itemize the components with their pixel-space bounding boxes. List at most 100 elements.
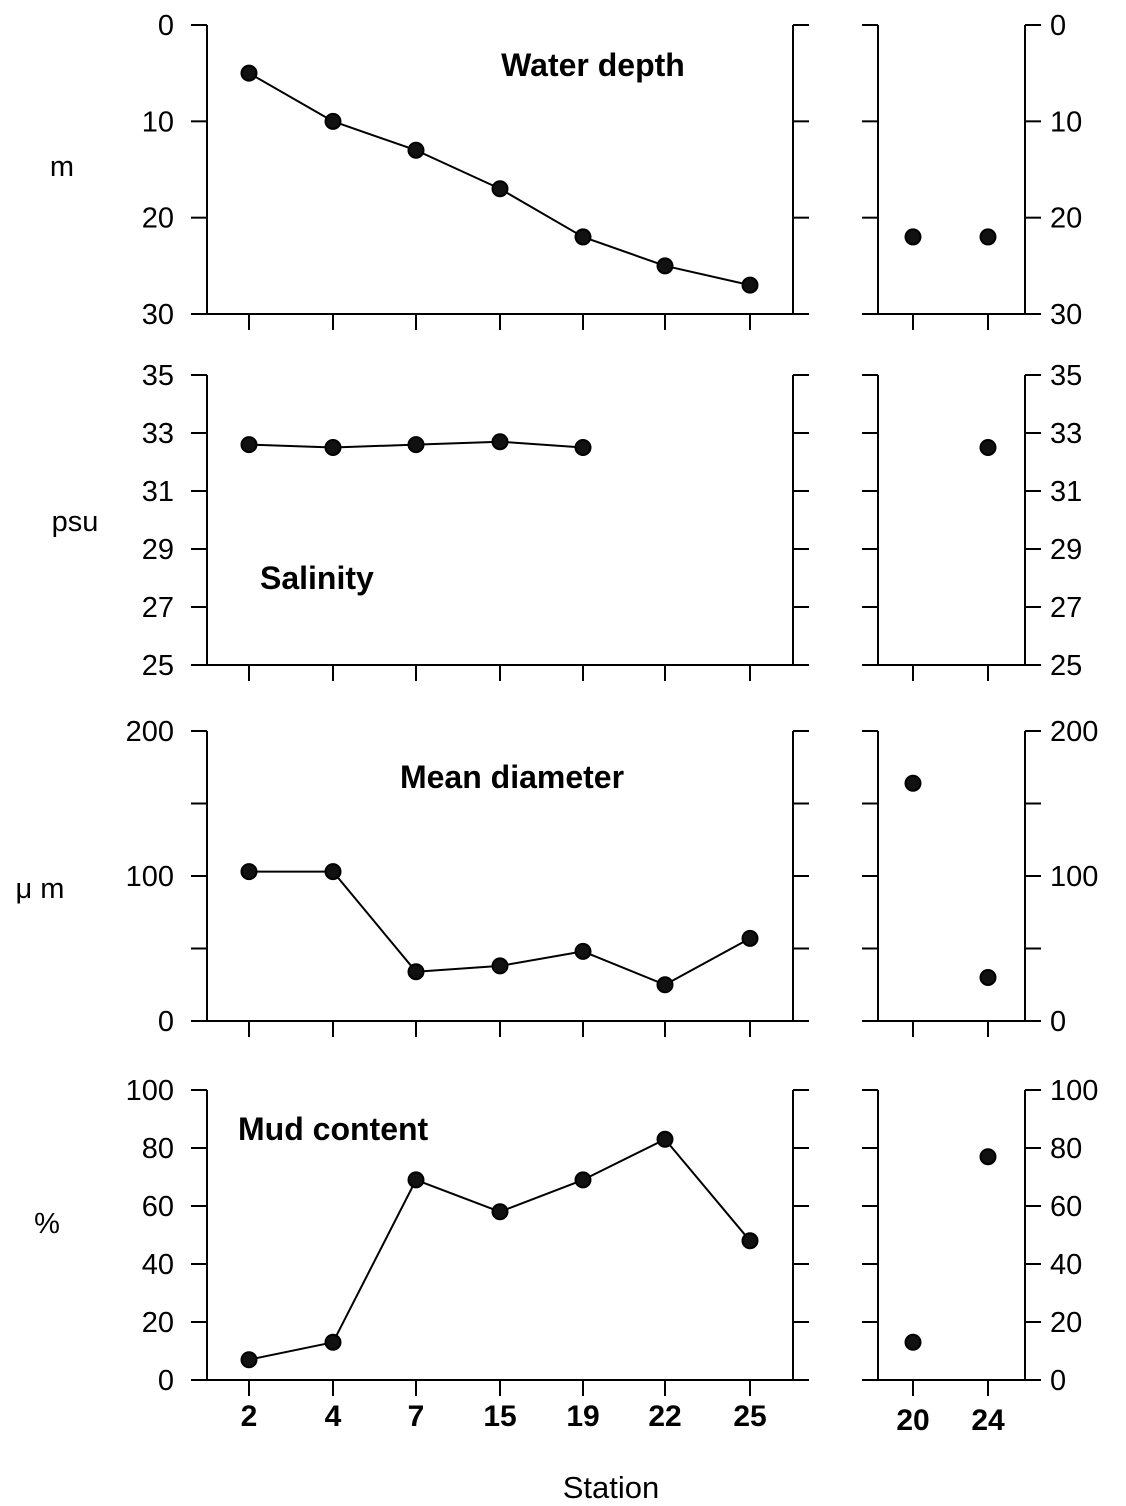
ytick-label-left: 60 xyxy=(142,1191,174,1223)
data-point-station-19 xyxy=(574,1171,592,1189)
ytick-label-right: 80 xyxy=(1050,1133,1082,1165)
ytick-label-right: 0 xyxy=(1050,10,1066,42)
y-unit-label: psu xyxy=(52,506,99,538)
data-point-station-15 xyxy=(491,1203,509,1221)
series-line-segment xyxy=(582,235,666,267)
ytick-label-right: 35 xyxy=(1050,360,1082,392)
series-line-segment xyxy=(664,264,751,287)
ytick-label-right: 20 xyxy=(1050,1307,1082,1339)
data-point-station-22 xyxy=(656,257,674,275)
series-line-segment xyxy=(248,72,334,123)
data-point-station-15 xyxy=(491,433,509,451)
series-line-segment xyxy=(415,964,501,973)
xtick-label-station-22: 22 xyxy=(648,1400,681,1433)
ytick-label-right: 0 xyxy=(1050,1006,1066,1038)
data-point-station-4 xyxy=(324,1333,342,1351)
ytick-label-right: 40 xyxy=(1050,1249,1082,1281)
ytick-label-right: 33 xyxy=(1050,418,1082,450)
data-point-station-24 xyxy=(979,969,997,986)
ytick-label-right: 60 xyxy=(1050,1191,1082,1223)
data-point-station-2 xyxy=(240,436,258,454)
ytick-label-left: 20 xyxy=(142,203,174,235)
xtick-label-station-25: 25 xyxy=(733,1400,766,1433)
xtick-label-station-4: 4 xyxy=(325,1400,342,1433)
ytick-label-left: 35 xyxy=(142,360,174,392)
data-point-station-24 xyxy=(979,439,997,456)
ytick-label-right: 31 xyxy=(1050,476,1082,508)
xtick-label-station-24: 24 xyxy=(971,1404,1005,1437)
ytick-label-left: 80 xyxy=(142,1133,174,1165)
panel-2: 25 25 27 27 29 29 31 31 33 33 35 35 psu Salinity xyxy=(52,360,1083,682)
data-point-station-22 xyxy=(656,1130,674,1148)
series-line-segment xyxy=(664,1138,751,1242)
ytick-label-left: 0 xyxy=(158,1365,174,1397)
series-line-segment xyxy=(332,1179,417,1343)
series-line-segment xyxy=(499,440,584,449)
panel-1: 0 0 10 10 20 20 30 30 m Water depth xyxy=(50,10,1082,331)
ytick-label-left: 29 xyxy=(142,534,174,566)
series-line-segment xyxy=(415,440,501,446)
series-line-segment xyxy=(582,950,666,986)
ytick-label-left: 33 xyxy=(142,418,174,450)
data-point-station-2 xyxy=(240,64,258,82)
data-point-station-15 xyxy=(491,957,509,975)
data-point-station-22 xyxy=(656,976,674,994)
data-point-station-20 xyxy=(904,1333,922,1351)
panel-title: Mean diameter xyxy=(400,759,624,795)
data-point-station-4 xyxy=(324,439,342,456)
data-point-station-4 xyxy=(324,863,342,881)
series-line-segment xyxy=(248,1341,334,1361)
series-line-segment xyxy=(332,120,417,152)
data-point-station-25 xyxy=(741,929,759,947)
data-point-station-19 xyxy=(574,942,592,960)
ytick-label-right: 0 xyxy=(1050,1365,1066,1397)
ytick-label-left: 0 xyxy=(158,1006,174,1038)
ytick-label-left: 40 xyxy=(142,1249,174,1281)
xtick-label-station-20: 20 xyxy=(896,1404,929,1437)
data-point-station-4 xyxy=(324,112,342,130)
series-line-segment xyxy=(499,187,584,238)
series-line-segment xyxy=(499,950,584,967)
ytick-label-right: 100 xyxy=(1050,1075,1098,1107)
ytick-label-right: 200 xyxy=(1050,716,1098,748)
y-unit-label: μ m xyxy=(16,873,65,905)
data-point-station-19 xyxy=(574,439,592,456)
xtick-label-station-7: 7 xyxy=(408,1400,425,1433)
ytick-label-right: 29 xyxy=(1050,534,1082,566)
data-point-station-2 xyxy=(240,863,258,881)
ytick-label-left: 31 xyxy=(142,476,174,508)
ytick-label-left: 25 xyxy=(142,650,174,682)
ytick-label-right: 25 xyxy=(1050,650,1082,682)
xtick-label-station-2: 2 xyxy=(241,1400,258,1433)
data-point-station-2 xyxy=(240,1351,258,1369)
data-point-station-15 xyxy=(491,180,509,198)
ytick-label-right: 10 xyxy=(1050,106,1082,138)
data-point-station-24 xyxy=(979,228,997,246)
panel-3: 0 0 100 100 200 200 μ m Mean diameter xyxy=(16,716,1099,1038)
series-line-segment xyxy=(332,871,417,973)
ytick-label-left: 100 xyxy=(126,1075,174,1107)
series-line-segment xyxy=(664,937,751,986)
series-line-segment xyxy=(582,1138,666,1181)
panel-title: Mud content xyxy=(238,1111,429,1147)
panel-title: Salinity xyxy=(260,560,374,596)
y-unit-label: % xyxy=(34,1208,60,1240)
data-point-station-20 xyxy=(904,228,922,246)
data-point-station-19 xyxy=(574,228,592,246)
data-point-station-7 xyxy=(407,141,425,159)
ytick-label-left: 20 xyxy=(142,1307,174,1339)
xtick-label-station-19: 19 xyxy=(566,1400,599,1433)
ytick-label-left: 0 xyxy=(158,10,174,42)
data-point-station-25 xyxy=(741,276,759,294)
ytick-label-left: 27 xyxy=(142,592,174,624)
series-line-segment xyxy=(499,1178,584,1213)
xtick-label-station-15: 15 xyxy=(483,1400,516,1433)
series-line-segment xyxy=(415,1178,501,1213)
series-line-segment xyxy=(248,443,334,449)
data-point-station-7 xyxy=(407,963,425,981)
ytick-label-right: 27 xyxy=(1050,592,1082,624)
data-point-station-20 xyxy=(904,774,922,792)
series-line-segment xyxy=(415,149,501,190)
panel-title: Water depth xyxy=(501,47,685,83)
